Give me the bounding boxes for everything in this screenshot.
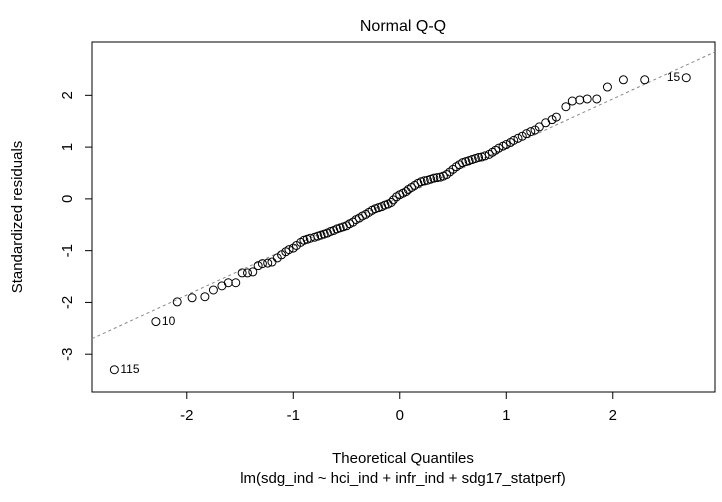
point <box>429 173 439 183</box>
point <box>561 102 571 112</box>
point <box>253 261 263 271</box>
point <box>526 127 536 137</box>
point <box>501 140 511 150</box>
point <box>494 143 504 153</box>
x-tick-label: -1 <box>287 407 300 424</box>
point <box>231 278 241 288</box>
point <box>582 94 592 104</box>
y-tick-label: -3 <box>59 348 76 361</box>
y-axis-label: Standardized residuals <box>9 141 26 294</box>
x-tick-label: 1 <box>502 407 510 424</box>
y-tick-label: 2 <box>59 91 76 99</box>
point <box>448 164 458 174</box>
point-label: 10 <box>162 314 176 328</box>
point <box>618 75 628 85</box>
point <box>386 198 396 208</box>
point <box>534 122 544 132</box>
y-tick-label: -1 <box>59 244 76 257</box>
x-axis-label: Theoretical Quantiles <box>332 450 474 467</box>
point <box>263 258 273 268</box>
point <box>551 112 561 122</box>
x-tick-label: 0 <box>396 407 404 424</box>
point <box>509 135 519 145</box>
point <box>445 167 455 177</box>
point <box>474 152 484 162</box>
x-tick-label: -2 <box>180 407 193 424</box>
point-label: 115 <box>120 362 139 376</box>
point <box>248 267 258 277</box>
point <box>208 285 218 295</box>
point-label: 15 <box>667 70 681 84</box>
point <box>172 297 182 307</box>
point <box>681 73 691 83</box>
point <box>442 170 452 180</box>
y-tick-label: 1 <box>59 143 76 151</box>
point <box>242 268 252 278</box>
point <box>237 268 247 278</box>
y-tick-label: 0 <box>59 195 76 203</box>
point <box>187 293 197 303</box>
point <box>284 245 294 255</box>
point <box>109 365 119 375</box>
point <box>257 259 267 269</box>
point <box>640 75 650 85</box>
point <box>513 133 523 143</box>
point <box>602 82 612 92</box>
chart-title: Normal Q-Q <box>360 18 446 35</box>
point <box>432 173 442 183</box>
point <box>567 96 577 106</box>
point <box>522 129 532 139</box>
point <box>419 176 429 186</box>
point <box>348 217 358 227</box>
point <box>288 243 298 253</box>
point <box>200 292 210 302</box>
plot-frame <box>91 41 716 393</box>
point <box>592 94 602 104</box>
point <box>151 317 161 327</box>
point <box>388 195 398 205</box>
point <box>575 95 585 105</box>
point <box>480 151 490 161</box>
x-tick-label: 2 <box>609 407 617 424</box>
y-tick-label: -2 <box>59 296 76 309</box>
subtitle: lm(sdg_ind ~ hci_ind + infr_ind + sdg17_… <box>240 470 566 487</box>
point <box>223 278 233 288</box>
